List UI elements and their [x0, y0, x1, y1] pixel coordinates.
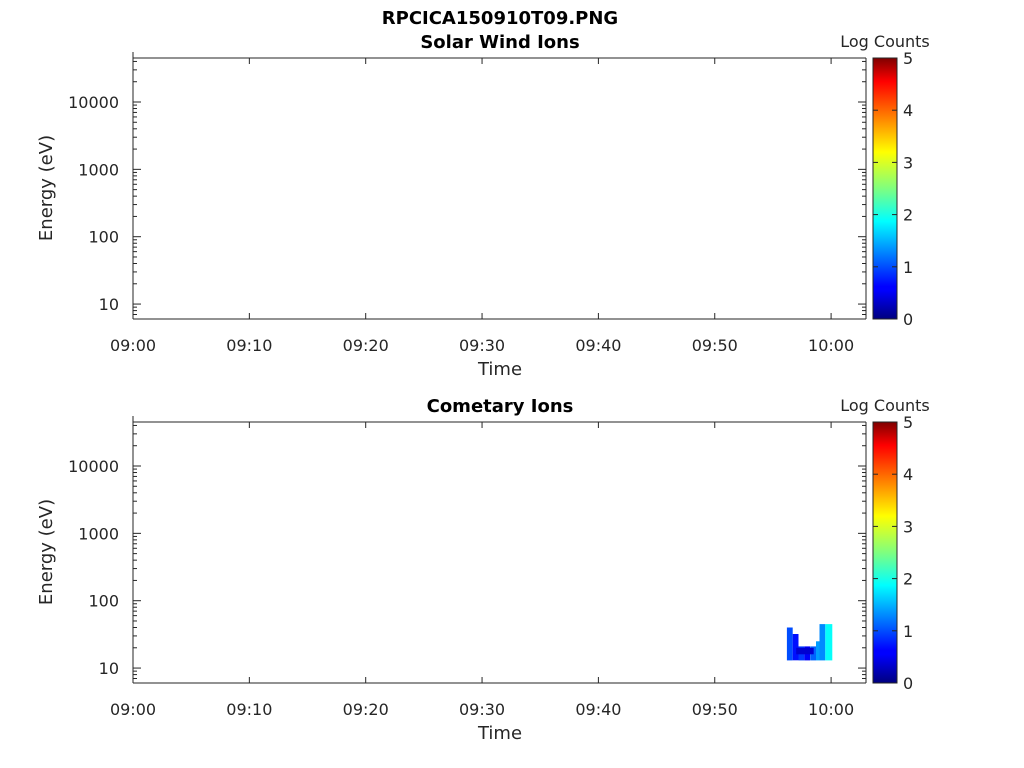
x-tick-label: 10:00	[808, 336, 854, 355]
heatmap-cell	[825, 624, 833, 661]
x-axis-label: Time	[477, 359, 522, 380]
y-tick-label: 10000	[68, 457, 119, 476]
heatmap-cell	[796, 647, 814, 655]
y-tick-label: 10	[99, 295, 119, 314]
heatmap-cell	[792, 634, 799, 661]
plot-area: 09:00 09:10 09:20 09:30 09:40 09:50 10:00 10 100…	[68, 52, 867, 355]
colorbar-tick-label: 5	[903, 49, 913, 68]
colorbar-tick-label: 2	[903, 570, 913, 589]
colorbar: 0 1 2 3 4 5	[872, 49, 913, 329]
colorbar-tick-label: 5	[903, 413, 913, 432]
x-tick-label: 09:10	[226, 336, 272, 355]
x-tick-label: 09:50	[692, 700, 738, 719]
y-axis-label: Energy (eV)	[36, 499, 57, 605]
figure-title: RPCICA150910T09.PNG	[382, 8, 618, 29]
y-tick-label: 100	[88, 592, 119, 611]
x-tick-label: 09:30	[459, 700, 505, 719]
x-tick-label: 09:00	[110, 336, 156, 355]
y-axis-label: Energy (eV)	[36, 135, 57, 241]
colorbar-tick-label: 4	[903, 101, 913, 120]
x-tick-label: 09:40	[575, 700, 621, 719]
x-tick-label: 09:20	[343, 700, 389, 719]
colorbar-tick-label: 1	[903, 258, 913, 277]
colorbar-tick-label: 2	[903, 206, 913, 225]
colorbar-gradient	[872, 57, 898, 320]
y-tick-label: 100	[88, 228, 119, 247]
panel-title: Solar Wind Ions	[420, 32, 579, 53]
y-tick-label: 10	[99, 659, 119, 678]
colorbar-tick-label: 0	[903, 310, 913, 329]
colorbar-tick-label: 3	[903, 153, 913, 172]
x-tick-label: 09:10	[226, 700, 272, 719]
x-tick-label: 09:30	[459, 336, 505, 355]
colorbar-tick-label: 0	[903, 674, 913, 693]
colorbar-gradient	[872, 421, 898, 684]
y-tick-label: 10000	[68, 93, 119, 112]
panel-title: Cometary Ions	[427, 396, 574, 417]
y-tick-label: 1000	[78, 524, 119, 543]
x-tick-label: 09:40	[575, 336, 621, 355]
colorbar: 0 1 2 3 4 5	[872, 413, 913, 693]
colorbar-title: Log Counts	[840, 32, 930, 51]
heatmap-cell	[786, 627, 793, 661]
x-axis-label: Time	[477, 723, 522, 744]
plot-area: 09:00 09:10 09:20 09:30 09:40 09:50 10:00 10 100…	[68, 416, 867, 719]
x-tick-label: 10:00	[808, 700, 854, 719]
colorbar-tick-label: 4	[903, 465, 913, 484]
panel-cometary-ions: Cometary Ions Log Counts Energy (eV) Tim…	[36, 396, 930, 744]
x-tick-label: 09:20	[343, 336, 389, 355]
y-tick-label: 1000	[78, 160, 119, 179]
heatmap-cell	[816, 641, 820, 661]
panel-solar-wind-ions: Solar Wind Ions Log Counts Energy (eV) T…	[36, 32, 930, 380]
heatmap-cell	[819, 624, 826, 661]
x-tick-label: 09:50	[692, 336, 738, 355]
colorbar-title: Log Counts	[840, 396, 930, 415]
x-tick-label: 09:00	[110, 700, 156, 719]
colorbar-tick-label: 3	[903, 517, 913, 536]
colorbar-tick-label: 1	[903, 622, 913, 641]
